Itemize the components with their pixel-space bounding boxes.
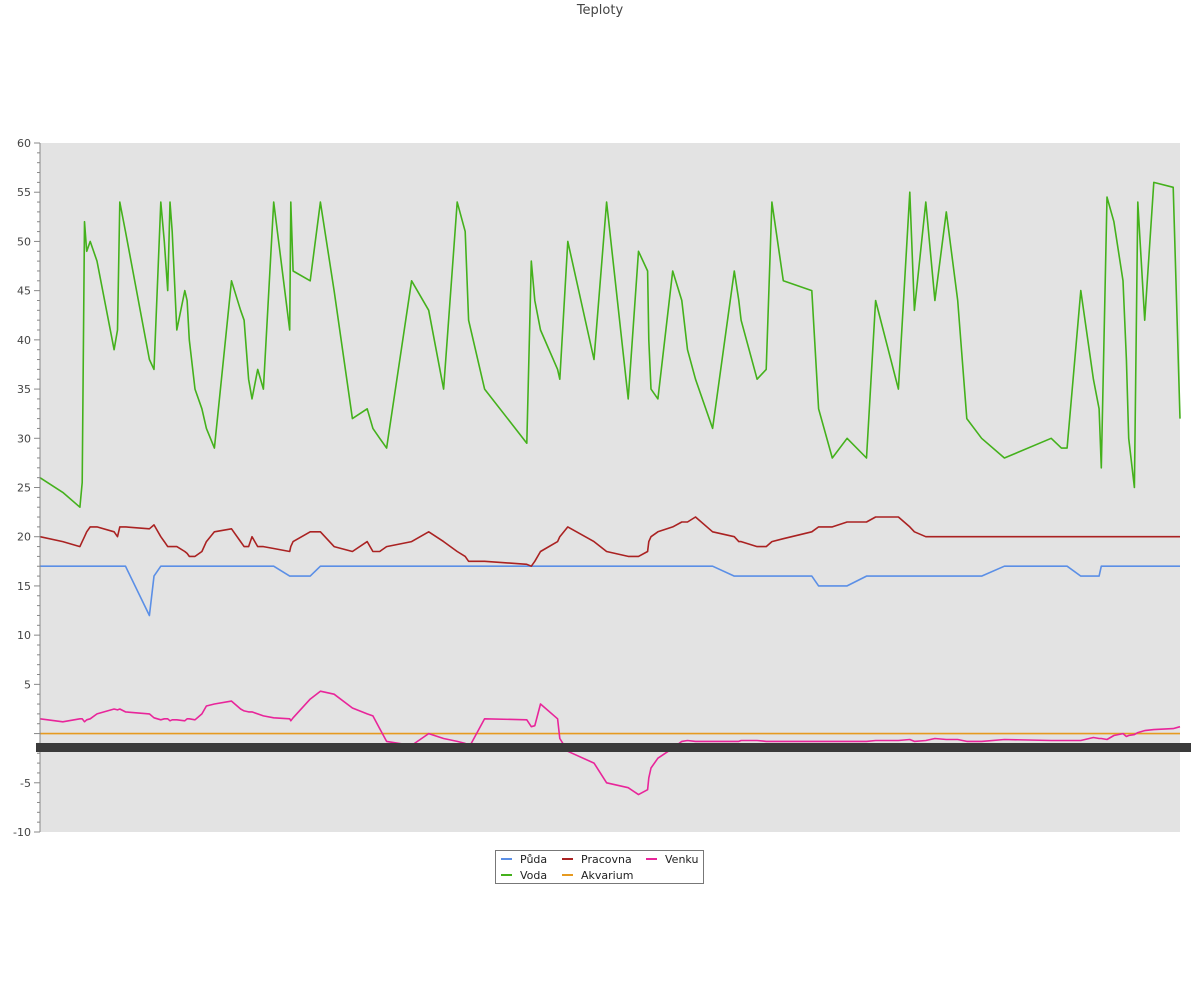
y-tick-label: 5 (24, 678, 31, 691)
y-tick-label: 60 (17, 137, 31, 150)
legend-swatch-puda (501, 858, 512, 860)
legend-label-venku: Venku (665, 853, 699, 866)
legend-label-voda: Voda (520, 869, 548, 882)
y-tick-label: 55 (17, 186, 31, 199)
y-tick-label: 35 (17, 383, 31, 396)
legend-swatch-voda (501, 874, 512, 876)
series-line-puda (40, 565, 1180, 617)
y-tick-label: 45 (17, 285, 31, 298)
y-tick-label: 30 (17, 432, 31, 445)
legend-label-pracovna: Pracovna (581, 853, 632, 866)
y-tick-label: 10 (17, 629, 31, 642)
y-tick-label: -10 (13, 826, 31, 839)
y-tick-label: 15 (17, 580, 31, 593)
legend-label-akvarium: Akvarium (581, 869, 634, 882)
series-line-pracovna (39, 516, 1180, 568)
y-tick-label: 25 (17, 482, 31, 495)
x-axis-tick-band (36, 743, 1191, 752)
legend-entry-pracovna: Pracovna (562, 853, 632, 866)
legend-swatch-akvarium (562, 874, 573, 876)
plot-background (40, 143, 1180, 832)
legend: Půda Pracovna Venku Voda Akvarium (495, 850, 704, 884)
y-tick-label: -5 (20, 777, 31, 790)
y-tick-label: 20 (17, 531, 31, 544)
series-line-venku (39, 690, 1181, 796)
legend-entry-voda: Voda (501, 869, 547, 882)
series-line-voda (39, 181, 1181, 509)
chart-title: Teploty (576, 3, 624, 18)
legend-label-puda: Půda (520, 853, 548, 866)
y-tick-label: 50 (17, 235, 31, 248)
legend-entry-puda: Půda (501, 853, 547, 866)
y-axis: -10 -5 5 10 15 20 25 30 35 40 45 50 55 60 (13, 137, 41, 839)
legend-swatch-venku (646, 858, 657, 860)
series-layer (39, 181, 1181, 796)
y-tick-label: 40 (17, 334, 31, 347)
legend-swatch-pracovna (562, 858, 573, 860)
legend-entry-akvarium: Akvarium (562, 869, 633, 882)
legend-entry-venku: Venku (646, 853, 698, 866)
